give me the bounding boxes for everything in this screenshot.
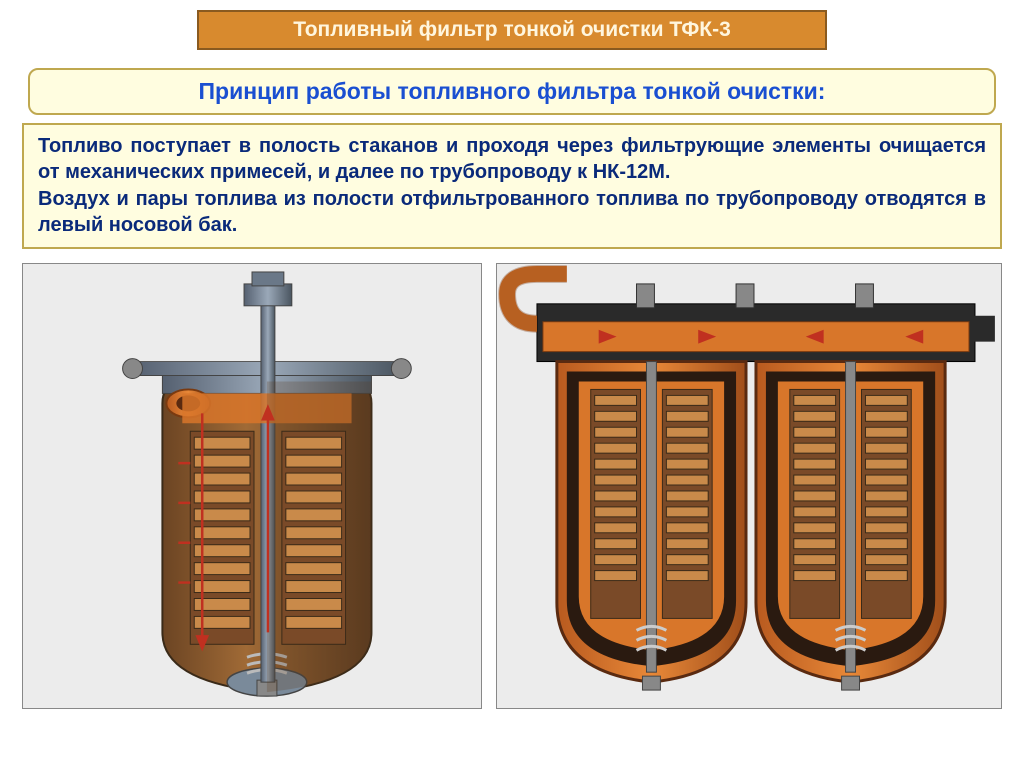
filter-element-right xyxy=(282,431,346,644)
filter-element-left xyxy=(190,431,254,644)
description-box: Топливо поступает в полость стаканов и п… xyxy=(22,123,1002,249)
page-title-bar: Топливный фильтр тонкой очистки ТФК-3 xyxy=(197,10,827,50)
page-title: Топливный фильтр тонкой очистки ТФК-3 xyxy=(293,18,731,41)
subtitle-text: Принцип работы топливного фильтра тонкой… xyxy=(199,78,826,104)
description-p2: Воздух и пары топлива из полости отфильт… xyxy=(38,186,986,239)
description-p1: Топливо поступает в полость стаканов и п… xyxy=(38,133,986,186)
double-filter-svg xyxy=(497,264,1001,708)
subtitle-bar: Принцип работы топливного фильтра тонкой… xyxy=(28,68,996,115)
single-filter-svg xyxy=(23,264,481,708)
diagrams-row xyxy=(22,263,1002,709)
diagram-double-filter xyxy=(496,263,1002,709)
diagram-single-filter xyxy=(22,263,482,709)
